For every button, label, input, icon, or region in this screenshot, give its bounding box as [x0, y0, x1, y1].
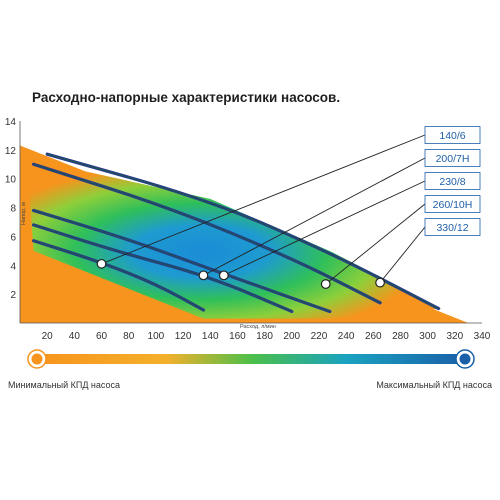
efficiency-scale-bar — [37, 354, 467, 364]
x-tick-label: 260 — [365, 331, 382, 342]
y-tick-label: 10 — [5, 175, 17, 186]
y-tick-labels: 2 4 6 8 10 12 14 — [5, 117, 17, 301]
min-efficiency-label: Минимальный КПД насоса — [8, 380, 121, 390]
leader-lines — [101, 134, 426, 285]
max-efficiency-dot — [459, 353, 471, 365]
leader-line — [203, 157, 426, 276]
x-tick-label: 60 — [96, 331, 108, 342]
y-tick-label: 12 — [5, 146, 17, 157]
x-axis-label: Расход, л/мин — [240, 324, 276, 330]
legend-tag-label: 230/8 — [439, 176, 465, 188]
max-efficiency-label: Максимальный КПД насоса — [376, 380, 492, 390]
legend-tag-label: 330/12 — [436, 222, 468, 234]
y-tick-label: 8 — [10, 204, 16, 215]
chart-title: Расходно-напорные характеристики насосов… — [32, 90, 341, 105]
curve-core-260-10Н — [33, 163, 381, 304]
x-tick-label: 180 — [256, 331, 273, 342]
legend-tag-label: 260/10Н — [433, 199, 473, 211]
min-efficiency-dot — [31, 353, 43, 365]
legend-tag-box — [424, 195, 481, 213]
x-tick-label: 300 — [419, 331, 436, 342]
curve-marker — [218, 270, 229, 281]
leader-line — [325, 203, 426, 285]
x-tick-label: 280 — [392, 331, 409, 342]
x-tick-label: 340 — [474, 331, 491, 342]
legend-tag-260-10Н: 260/10Н — [424, 195, 481, 213]
y-tick-label: 6 — [10, 232, 16, 243]
legend-tag-box — [424, 172, 481, 190]
legend-tag-230-8: 230/8 — [424, 172, 481, 190]
x-tick-label: 140 — [202, 331, 219, 342]
x-tick-label: 240 — [338, 331, 355, 342]
leader-line — [379, 226, 426, 283]
x-tick-label: 220 — [311, 331, 328, 342]
y-axis-label: Напор, м — [21, 202, 27, 225]
legend-tag-140-6: 140/6 — [424, 126, 481, 144]
legend-tag-label: 140/6 — [439, 130, 465, 142]
curve-marker — [375, 277, 385, 288]
legend: 140/6 200/7Н 230/8 260/10Н 330/12 — [424, 126, 481, 236]
y-tick-label: 14 — [5, 117, 17, 128]
legend-tag-200-7Н: 200/7Н — [424, 149, 481, 167]
curve-marker — [96, 258, 107, 269]
curve-markers — [96, 258, 385, 289]
y-tick-label: 2 — [10, 290, 16, 301]
curve-marker — [198, 270, 209, 281]
legend-tag-330-12: 330/12 — [424, 218, 481, 236]
x-tick-label: 20 — [42, 331, 54, 342]
efficiency-field — [20, 145, 469, 323]
legend-tag-box — [424, 149, 481, 167]
leader-line — [223, 180, 426, 276]
curve-marker — [320, 279, 331, 289]
x-tick-labels: 20 40 60 80 100 120 140 160 180 200 220 240 260 280 30… — [42, 331, 491, 342]
y-tick-label: 4 — [10, 261, 16, 272]
x-tick-label: 120 — [175, 331, 192, 342]
x-tick-label: 40 — [69, 331, 81, 342]
legend-tag-box — [424, 126, 481, 144]
curve-core-330-12 — [46, 153, 439, 310]
legend-tag-box — [424, 218, 481, 236]
x-tick-label: 200 — [283, 331, 300, 342]
x-tick-label: 100 — [148, 331, 165, 342]
efficiency-zone — [26, 158, 442, 319]
x-tick-label: 160 — [229, 331, 246, 342]
x-tick-label: 320 — [446, 331, 463, 342]
x-tick-label: 80 — [123, 331, 135, 342]
legend-tag-label: 200/7Н — [436, 153, 470, 165]
leader-line — [101, 134, 426, 265]
curve-core-200-7Н — [33, 224, 293, 313]
